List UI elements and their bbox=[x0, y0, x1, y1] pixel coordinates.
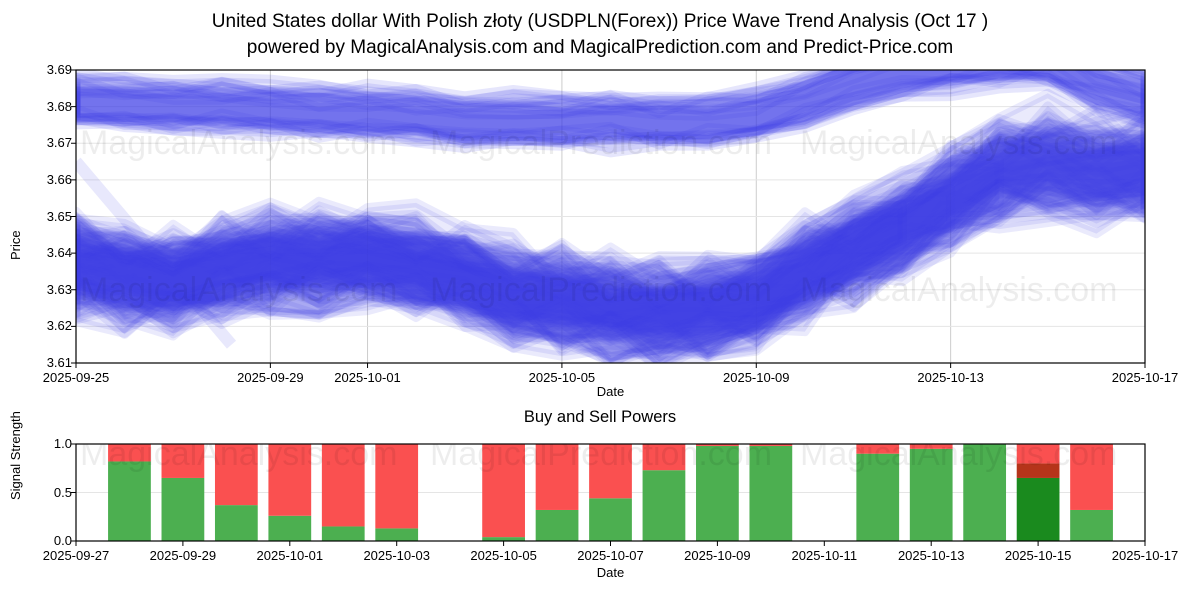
svg-text:MagicalAnalysis.com: MagicalAnalysis.com bbox=[800, 435, 1117, 473]
svg-text:MagicalAnalysis.com: MagicalAnalysis.com bbox=[80, 435, 397, 473]
svg-text:MagicalPrediction.com: MagicalPrediction.com bbox=[430, 435, 772, 473]
svg-text:MagicalPrediction.com: MagicalPrediction.com bbox=[1150, 435, 1200, 473]
